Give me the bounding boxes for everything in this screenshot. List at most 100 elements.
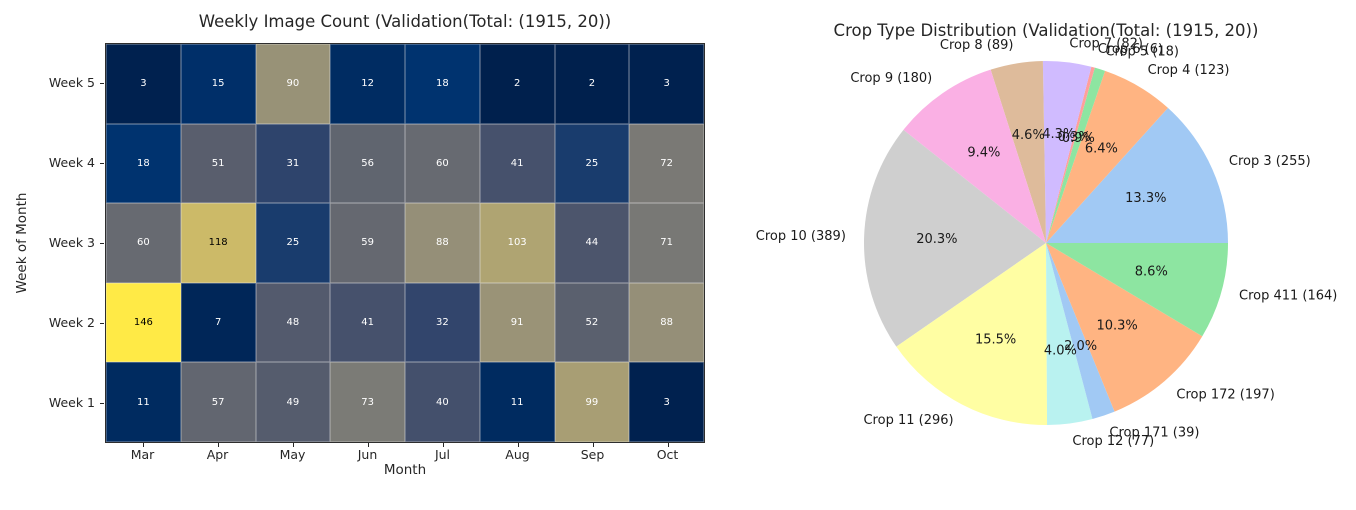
heatmap-cell: 72 [629,123,704,204]
pie-slice-pct: 9.4% [967,146,1000,161]
pie-slice-label: Crop 10 (389) [756,229,846,244]
heatmap-y-tick-label: Week 5 [48,75,95,90]
pie-slice-pct: 2.0% [1064,339,1097,354]
pie-slice-pct: 0.3% [1058,130,1091,145]
heatmap-cell: 146 [106,282,181,363]
pie-slice-label: Crop 411 (164) [1239,289,1337,304]
heatmap-cell: 56 [330,123,405,204]
heatmap-cell: 88 [629,282,704,363]
pie-slice [1046,70,1168,243]
pie-slice-pct: 4.3% [1042,127,1075,142]
heatmap-x-tick-label: Oct [656,447,679,462]
pie-slice [903,69,1046,243]
heatmap-x-tick-mark [367,443,369,447]
heatmap-cell: 3 [629,44,704,124]
heatmap-cell: 32 [405,282,480,363]
heatmap-x-tick-label: Apr [206,447,229,462]
heatmap-cell: 49 [255,362,331,442]
heatmap-plot-area: 3 15 90 12 18 2 2 3 18 51 31 56 60 41 25 72 60 118 25 59 88 1… [105,43,705,443]
heatmap-cell: 51 [180,123,256,204]
heatmap-cell: 103 [479,203,555,283]
heatmap-cell: 25 [554,123,630,204]
heatmap-x-tick-mark [292,443,294,447]
pie-slice [863,129,1046,347]
heatmap-cell: 18 [405,44,480,124]
heatmap-cell: 41 [330,282,405,363]
pie-slice-pct: 20.3% [916,232,957,247]
pie-slice [1046,243,1115,419]
pie-slice-label: Crop 8 (89) [940,38,1014,53]
pie-slice [990,61,1046,243]
heatmap-cell: 18 [106,123,181,204]
heatmap-cell: 99 [554,362,630,442]
pie-slice-label: Crop 171 (39) [1109,425,1199,440]
heatmap-y-tick-mark [100,243,104,244]
pie-slice-label: Crop 11 (296) [863,413,953,428]
heatmap-cell: 3 [629,362,704,442]
pie-slice [896,243,1048,426]
heatmap-cell: 91 [479,282,555,363]
heatmap-cell: 7 [180,282,256,363]
heatmap-x-tick-label: Mar [130,447,155,462]
heatmap-cell: 48 [255,282,331,363]
heatmap-title: Weekly Image Count (Validation(Total: (1… [198,12,612,31]
heatmap-y-tick-mark [100,323,104,324]
heatmap-y-tick-mark [100,83,104,84]
heatmap-x-tick-mark [592,443,594,447]
heatmap-cell: 11 [106,362,181,442]
heatmap-x-tick-mark [442,443,444,447]
heatmap-cell: 11 [479,362,555,442]
heatmap-x-tick-mark [217,443,219,447]
heatmap-x-tick-label: Jul [434,447,451,462]
heatmap-cell: 118 [180,203,256,283]
pie-slice [1046,243,1228,337]
pie-slice-pct: 4.0% [1044,344,1077,359]
heatmap-cell: 40 [405,362,480,442]
heatmap-y-tick-label: Week 2 [48,315,95,330]
heatmap-cell: 3 [106,44,181,124]
pie-slice-label: Crop 9 (180) [850,71,932,86]
heatmap-x-tick-label: Jun [357,447,378,462]
pie-slice-label: Crop 5 (18) [1105,44,1179,59]
heatmap-x-tick-mark [667,443,669,447]
heatmap-y-tick-label: Week 1 [48,395,95,410]
heatmap-cell: 41 [479,123,555,204]
heatmap-xaxis-label: Month [383,462,427,478]
pie-slice-label: Crop 4 (123) [1148,63,1230,78]
heatmap-cell: 88 [405,203,480,283]
pie-slice-label: Crop 3 (255) [1229,154,1311,169]
heatmap-cell: 60 [405,123,480,204]
pie-slice-pct: 10.3% [1096,318,1137,333]
pie-slice [1046,243,1203,412]
pie-slice-pct: 4.6% [1012,128,1045,143]
heatmap-x-tick-label: Aug [505,447,530,462]
heatmap-cell: 44 [554,203,630,283]
heatmap-cell: 12 [330,44,405,124]
pie-slice-pct: 13.3% [1125,191,1166,206]
heatmap-cell: 31 [255,123,331,204]
heatmap-y-tick-label: Week 3 [48,235,95,250]
heatmap-cell: 2 [479,44,555,124]
heatmap-cell: 25 [255,203,331,283]
heatmap-cell: 73 [330,362,405,442]
heatmap-y-tick-label: Week 4 [48,155,95,170]
pie-title: Crop Type Distribution (Validation(Total… [833,21,1259,40]
pie-slice-label: Crop 6 (6) [1098,42,1163,57]
pie-chart: 13.3% Crop 3 (255) 6.4% Crop 4 (123) 0.9% Cro… [756,37,1338,449]
heatmap-cell: 52 [554,282,630,363]
pie-slice [1046,107,1228,243]
heatmap-y-tick-mark [100,403,104,404]
heatmap-cell: 57 [180,362,256,442]
pie-slice [1046,66,1095,244]
heatmap-x-tick-mark [517,443,519,447]
pie-slice [1046,243,1093,425]
pie-slice-label: Crop 7 (82) [1069,37,1143,52]
heatmap-y-tick-mark [100,163,104,164]
pie-slice-label: Crop 12 (77) [1072,434,1154,449]
pie-slice-label: Crop 172 (197) [1176,387,1274,402]
heatmap-cell: 60 [106,203,181,283]
pie-slice-pct: 8.6% [1135,265,1168,280]
heatmap-cell: 71 [629,203,704,283]
pie-slice [1046,67,1106,243]
